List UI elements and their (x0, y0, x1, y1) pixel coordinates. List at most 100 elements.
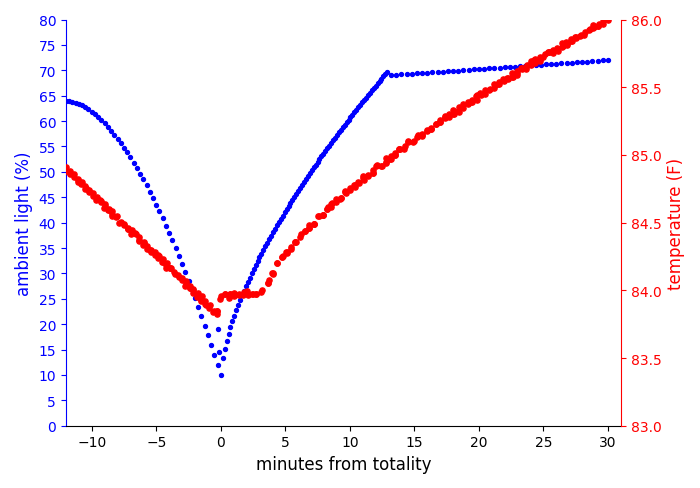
Point (237, 292, 248, 300)
Point (239, 287, 250, 295)
Point (276, 253, 288, 261)
Point (349, 184, 360, 192)
Point (231, 306, 242, 314)
Point (64, 171, 76, 179)
Point (584, 26, 596, 34)
Point (453, 67, 464, 75)
Point (345, 184, 356, 192)
Point (406, 71, 417, 79)
Point (430, 121, 442, 128)
Point (471, 92, 482, 100)
Point (138, 238, 149, 246)
Point (331, 132, 342, 140)
Point (195, 296, 206, 304)
Point (316, 153, 327, 161)
Point (330, 135, 341, 142)
Point (408, 138, 419, 146)
Point (597, 18, 608, 26)
Point (219, 345, 230, 353)
Point (181, 279, 192, 287)
Point (196, 313, 207, 321)
Point (517, 66, 528, 74)
Point (256, 250, 267, 258)
Point (514, 63, 526, 71)
Point (391, 72, 402, 80)
Point (435, 119, 446, 126)
Point (484, 87, 495, 95)
Y-axis label: temperature (F): temperature (F) (667, 157, 685, 289)
Point (304, 224, 315, 232)
X-axis label: minutes from totality: minutes from totality (256, 455, 431, 473)
Point (275, 215, 286, 223)
Point (434, 117, 445, 124)
Point (439, 114, 450, 122)
Point (277, 253, 288, 261)
Point (358, 177, 370, 184)
Point (517, 65, 528, 73)
Point (286, 244, 297, 252)
Point (374, 78, 385, 86)
Point (468, 66, 480, 74)
Point (132, 165, 143, 173)
Point (106, 208, 118, 216)
Point (356, 100, 368, 107)
Point (566, 60, 578, 67)
Point (115, 219, 126, 227)
Point (426, 125, 437, 133)
Point (328, 137, 339, 145)
Point (279, 209, 290, 217)
Point (489, 85, 500, 93)
Point (298, 179, 309, 186)
Point (561, 41, 572, 49)
Point (557, 43, 568, 51)
Point (223, 330, 234, 338)
Point (390, 152, 401, 160)
Point (237, 292, 248, 300)
Point (385, 156, 396, 164)
Point (512, 72, 523, 80)
Point (150, 251, 161, 259)
Point (556, 61, 567, 68)
Point (398, 146, 409, 154)
Point (382, 69, 393, 77)
Point (592, 23, 603, 31)
Point (176, 261, 188, 268)
Point (363, 92, 374, 100)
Point (313, 213, 324, 221)
Point (217, 355, 228, 363)
Point (345, 114, 356, 122)
Point (335, 195, 346, 203)
Point (355, 102, 366, 109)
Point (370, 82, 382, 90)
Point (281, 248, 292, 256)
Point (106, 127, 117, 135)
Point (378, 73, 389, 81)
Point (543, 49, 554, 57)
Point (326, 199, 337, 207)
Point (430, 121, 441, 129)
Point (539, 51, 550, 59)
Point (211, 308, 222, 316)
Point (106, 212, 118, 220)
Point (510, 63, 521, 71)
Point (452, 108, 463, 116)
Point (247, 291, 258, 299)
Point (212, 361, 223, 369)
Point (471, 93, 482, 101)
Point (331, 199, 342, 206)
Point (80, 185, 92, 193)
Point (457, 105, 468, 113)
Point (118, 221, 129, 229)
Point (498, 78, 510, 85)
Point (416, 132, 427, 140)
Point (579, 29, 590, 37)
Point (503, 76, 514, 83)
Point (363, 173, 374, 181)
Point (229, 289, 240, 297)
Point (493, 81, 504, 89)
Point (453, 104, 464, 112)
Point (204, 302, 215, 309)
Point (72, 176, 83, 183)
Point (74, 101, 85, 108)
Point (458, 67, 469, 75)
